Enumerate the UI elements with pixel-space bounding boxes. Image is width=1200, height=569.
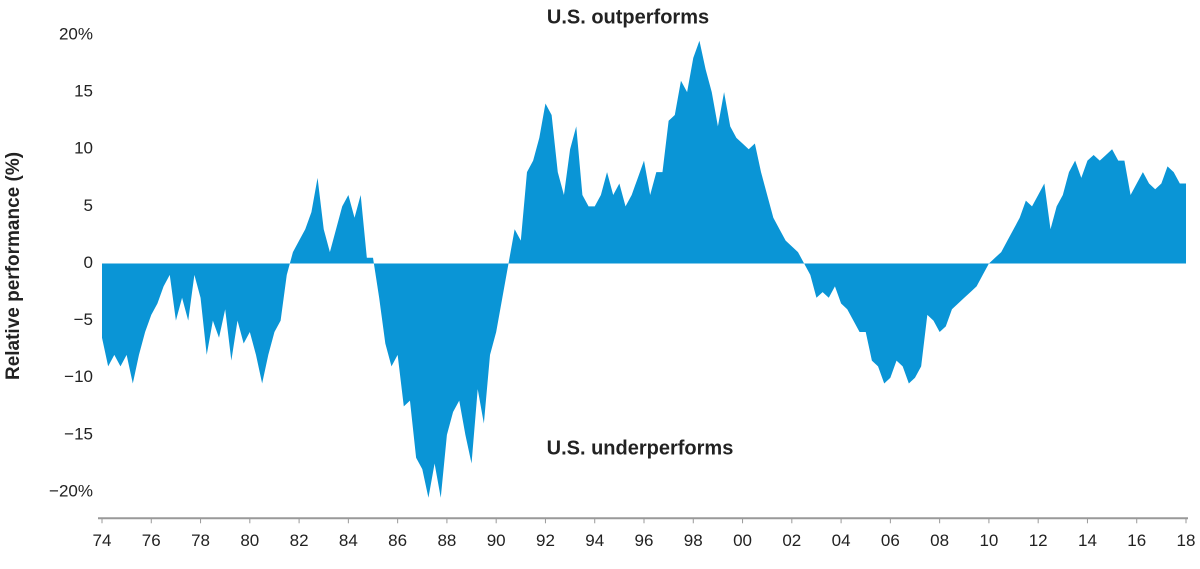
- x-tick-label: 04: [832, 531, 851, 550]
- y-tick-label: 5: [84, 196, 93, 215]
- x-tick-label: 92: [536, 531, 555, 550]
- x-tick-label: 90: [487, 531, 506, 550]
- x-tick-label: 80: [240, 531, 259, 550]
- x-tick-label: 18: [1177, 531, 1196, 550]
- x-tick-label: 94: [585, 531, 604, 550]
- y-tick-label: 15: [74, 82, 93, 101]
- y-tick-label: 20%: [59, 24, 93, 43]
- x-tick-label: 10: [979, 531, 998, 550]
- x-tick-label: 74: [93, 531, 112, 550]
- x-tick-label: 08: [930, 531, 949, 550]
- area: [102, 40, 1186, 498]
- x-tick-label: 14: [1078, 531, 1097, 550]
- y-tick-label: −15: [64, 424, 93, 443]
- annotation: U.S. underperforms: [547, 437, 734, 459]
- x-tick-label: 00: [733, 531, 752, 550]
- x-tick-label: 84: [339, 531, 358, 550]
- annotation: U.S. outperforms: [547, 6, 709, 28]
- x-tick-label: 76: [142, 531, 161, 550]
- x-tick-label: 12: [1029, 531, 1048, 550]
- x-tick-label: 02: [782, 531, 801, 550]
- x-tick-label: 16: [1127, 531, 1146, 550]
- y-tick-label: 0: [84, 253, 93, 272]
- x-tick-label: 82: [290, 531, 309, 550]
- y-tick-label: −5: [74, 310, 93, 329]
- x-tick-label: 78: [191, 531, 210, 550]
- x-tick-label: 96: [635, 531, 654, 550]
- x-tick-label: 98: [684, 531, 703, 550]
- y-tick-label: −20%: [49, 481, 93, 500]
- y-axis-title: Relative performance (%): [3, 152, 24, 380]
- x-tick-label: 86: [388, 531, 407, 550]
- x-tick-label: 88: [437, 531, 456, 550]
- x-tick-label: 06: [881, 531, 900, 550]
- y-tick-label: −10: [64, 367, 93, 386]
- y-tick-label: 10: [74, 139, 93, 158]
